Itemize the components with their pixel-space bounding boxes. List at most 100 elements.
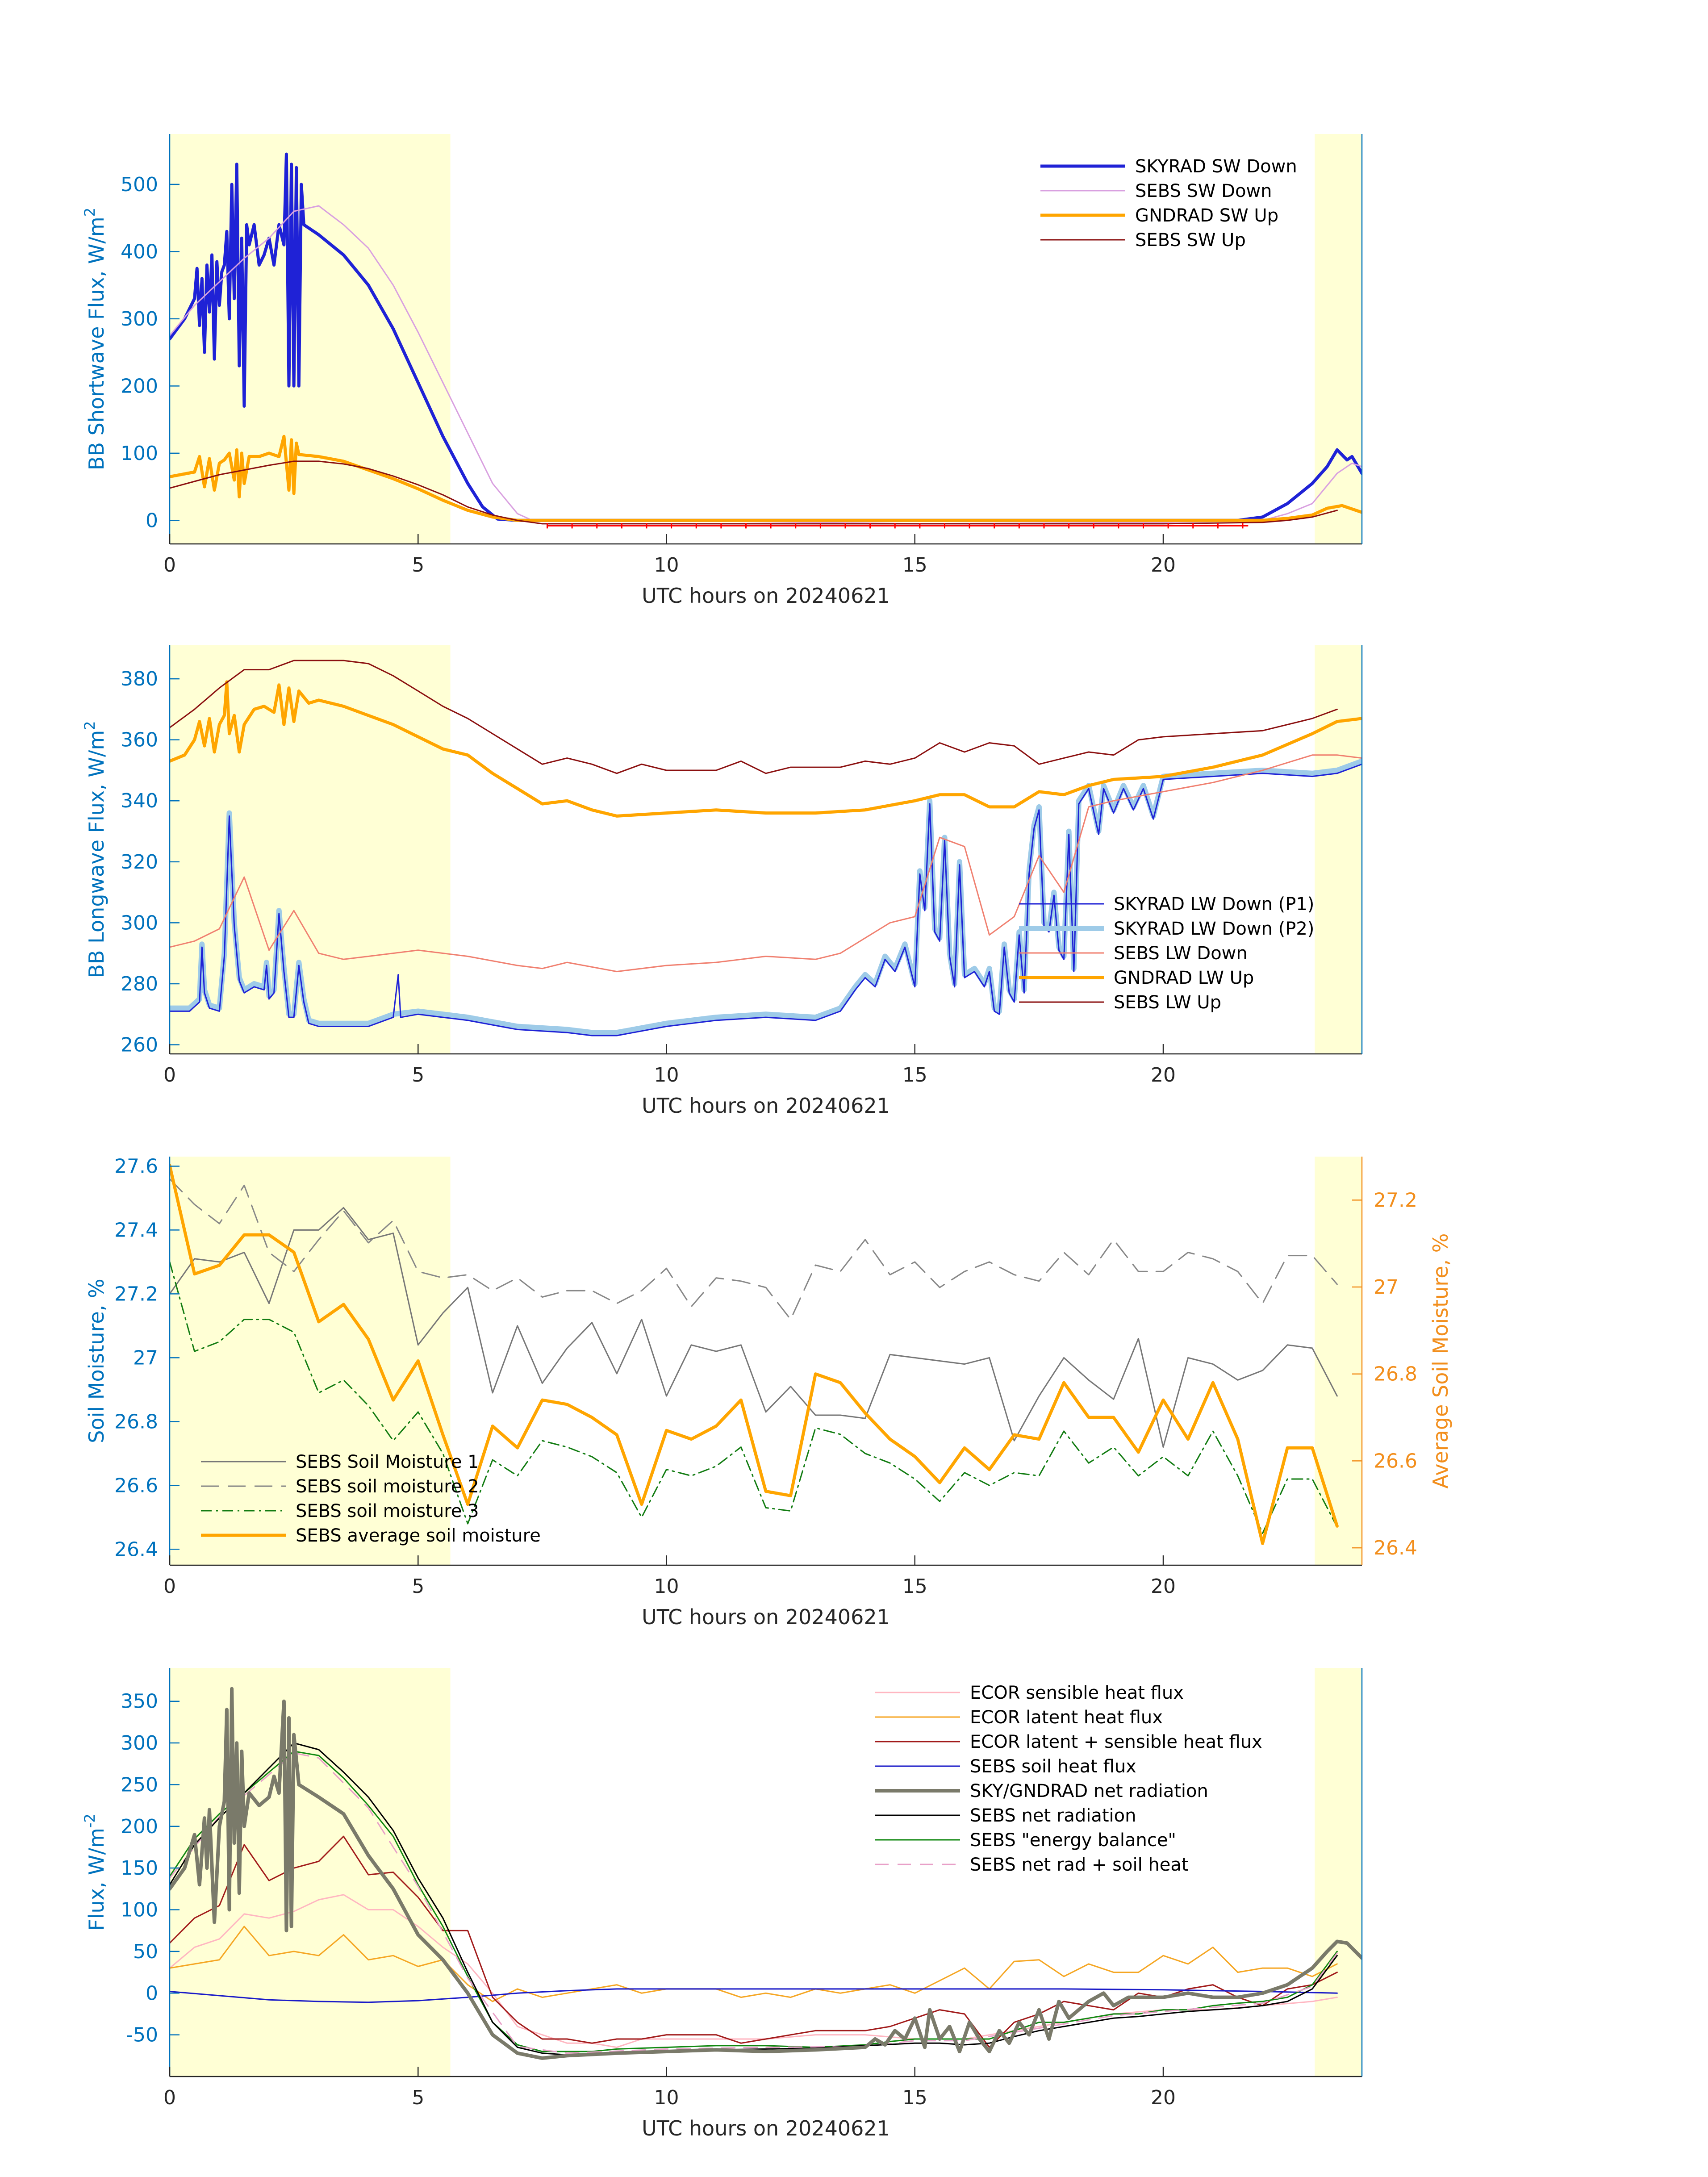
shaded-region <box>170 1157 451 1565</box>
y-tick-label: 27.4 <box>114 1219 158 1241</box>
x-tick-label: 20 <box>1151 1064 1176 1086</box>
x-tick-label: 10 <box>654 1064 679 1086</box>
legend-label: SEBS "energy balance" <box>970 1830 1176 1851</box>
legend-label: SKYRAD LW Down (P1) <box>1114 894 1314 915</box>
legend-label: SEBS LW Up <box>1114 992 1221 1013</box>
y-tick-label: 250 <box>121 1773 158 1796</box>
series-line <box>170 1752 1338 2054</box>
series-line <box>170 435 1362 522</box>
chart-panel-lw: 0 5 10 15 20 260 280 300 320 340 360 380 UTC hours o… <box>81 645 1363 1118</box>
legend-label: SEBS net rad + soil heat <box>970 1855 1189 1875</box>
shaded-region <box>1315 134 1362 544</box>
series-line <box>170 1988 1338 2003</box>
y-axis-label: Flux, W/m-2 <box>81 1813 109 1931</box>
series-line <box>170 1178 1338 1320</box>
legend-label: SEBS Soil Moisture 1 <box>296 1452 479 1472</box>
y-axis-label: Soil Moisture, % <box>84 1279 109 1443</box>
series-line <box>170 1687 1362 2060</box>
legend-label: SEBS soil moisture 3 <box>296 1501 479 1521</box>
legend-label: SKYRAD LW Down (P2) <box>1114 919 1314 939</box>
series-group <box>170 660 1362 1036</box>
shaded-region <box>170 645 451 1054</box>
y-tick-label: 500 <box>121 173 158 196</box>
y-tick-label: 200 <box>121 375 158 397</box>
y-tick-label: 26.8 <box>114 1410 158 1433</box>
y-tick-label: 0 <box>146 1982 158 2005</box>
legend: SKYRAD SW Down SEBS SW Down GNDRAD SW Up SE… <box>1040 156 1297 251</box>
y-axis-label: BB Shortwave Flux, W/m2 <box>81 208 109 470</box>
series-line <box>170 754 1362 973</box>
y-tick-label: 27.2 <box>114 1283 158 1305</box>
chart-panel-soil: 0 5 10 15 20 26.4 26.6 26.8 27 27.2 27.4 27.6 26.4 26… <box>84 1155 1453 1629</box>
y-tick-label: 27 <box>133 1346 158 1369</box>
y-axis-label-sup: -2 <box>81 1813 98 1828</box>
x-tick-label: 0 <box>163 1575 176 1598</box>
legend-label: ECOR latent heat flux <box>970 1707 1163 1728</box>
legend-label: ECOR latent + sensible heat flux <box>970 1732 1262 1752</box>
y-tick-label: 0 <box>146 509 158 532</box>
y-tick-label-right: 26.6 <box>1374 1450 1417 1472</box>
x-tick-label: 5 <box>412 1575 424 1598</box>
y-tick-label: 360 <box>121 729 158 752</box>
x-tick-label: 0 <box>163 2086 176 2109</box>
y-axis-label-text: BB Longwave Flux, W/m <box>84 730 109 978</box>
x-tick-label: 0 <box>163 1064 176 1086</box>
legend-label: SEBS soil heat flux <box>970 1756 1136 1777</box>
x-axis-label: UTC hours on 20240621 <box>642 2116 890 2140</box>
y-axis-label: BB Longwave Flux, W/m2 <box>81 721 109 978</box>
y-tick-label: 350 <box>121 1690 158 1713</box>
shaded-region <box>1315 1668 1362 2077</box>
y-tick-label: 26.4 <box>114 1538 158 1561</box>
series-line <box>170 1926 1338 2002</box>
series-line <box>170 680 1362 818</box>
chart-panel-flux: 0 5 10 15 20 -50 0 50 100 150 200 250 300 350 UTC hour… <box>81 1668 1363 2140</box>
x-tick-label: 5 <box>412 1064 424 1086</box>
y-tick-label: 27.6 <box>114 1155 158 1178</box>
x-tick-label: 10 <box>654 2086 679 2109</box>
legend-label: SEBS net radiation <box>970 1805 1136 1826</box>
x-tick-label: 15 <box>902 1575 927 1598</box>
series-group <box>170 1687 1362 2060</box>
legend-label: SEBS average soil moisture <box>296 1525 541 1546</box>
x-tick-label: 20 <box>1151 554 1176 577</box>
y-tick-label: 320 <box>121 851 158 873</box>
series-line <box>170 1164 1339 1545</box>
series-line <box>170 1207 1338 1448</box>
y-tick-label: 300 <box>121 1732 158 1755</box>
legend-label: SKYRAD SW Down <box>1135 156 1297 177</box>
legend-label: ECOR sensible heat flux <box>970 1683 1184 1703</box>
y-tick-label: 280 <box>121 973 158 995</box>
series-line <box>170 660 1338 774</box>
y-axis-label-text: Flux, W/m <box>84 1828 109 1931</box>
x-tick-label: 20 <box>1151 1575 1176 1598</box>
legend-label: GNDRAD SW Up <box>1135 205 1278 226</box>
y-tick-label: 100 <box>121 442 158 465</box>
y-tick-label: 300 <box>121 308 158 330</box>
y-tick-label-right: 26.8 <box>1374 1363 1417 1386</box>
x-tick-label: 5 <box>412 554 424 577</box>
x-axis-label: UTC hours on 20240621 <box>642 1605 890 1629</box>
series-line <box>170 1751 1338 2052</box>
legend-label: SKY/GNDRAD net radiation <box>970 1781 1208 1801</box>
y-tick-label: 340 <box>121 790 158 812</box>
x-tick-label: 15 <box>902 2086 927 2109</box>
x-tick-label: 5 <box>412 2086 424 2109</box>
shaded-region <box>1315 645 1362 1054</box>
x-tick-label: 10 <box>654 1575 679 1598</box>
shaded-region <box>1315 1157 1362 1565</box>
y-tick-label: 150 <box>121 1857 158 1880</box>
series-group <box>170 1164 1339 1545</box>
y-tick-label-right: 27.2 <box>1374 1189 1417 1212</box>
y-tick-label-right: 26.4 <box>1374 1537 1417 1559</box>
series-line <box>170 1261 1338 1534</box>
series-group <box>170 152 1362 529</box>
y-tick-label: 260 <box>121 1034 158 1057</box>
legend: SEBS Soil Moisture 1 SEBS soil moisture 2… <box>201 1452 541 1546</box>
y-axis-label-text: BB Shortwave Flux, W/m <box>84 217 109 470</box>
series-line <box>170 1742 1338 2056</box>
x-axis-label: UTC hours on 20240621 <box>642 584 890 608</box>
y-tick-label-right: 27 <box>1374 1276 1399 1299</box>
y-tick-label: 380 <box>121 668 158 690</box>
